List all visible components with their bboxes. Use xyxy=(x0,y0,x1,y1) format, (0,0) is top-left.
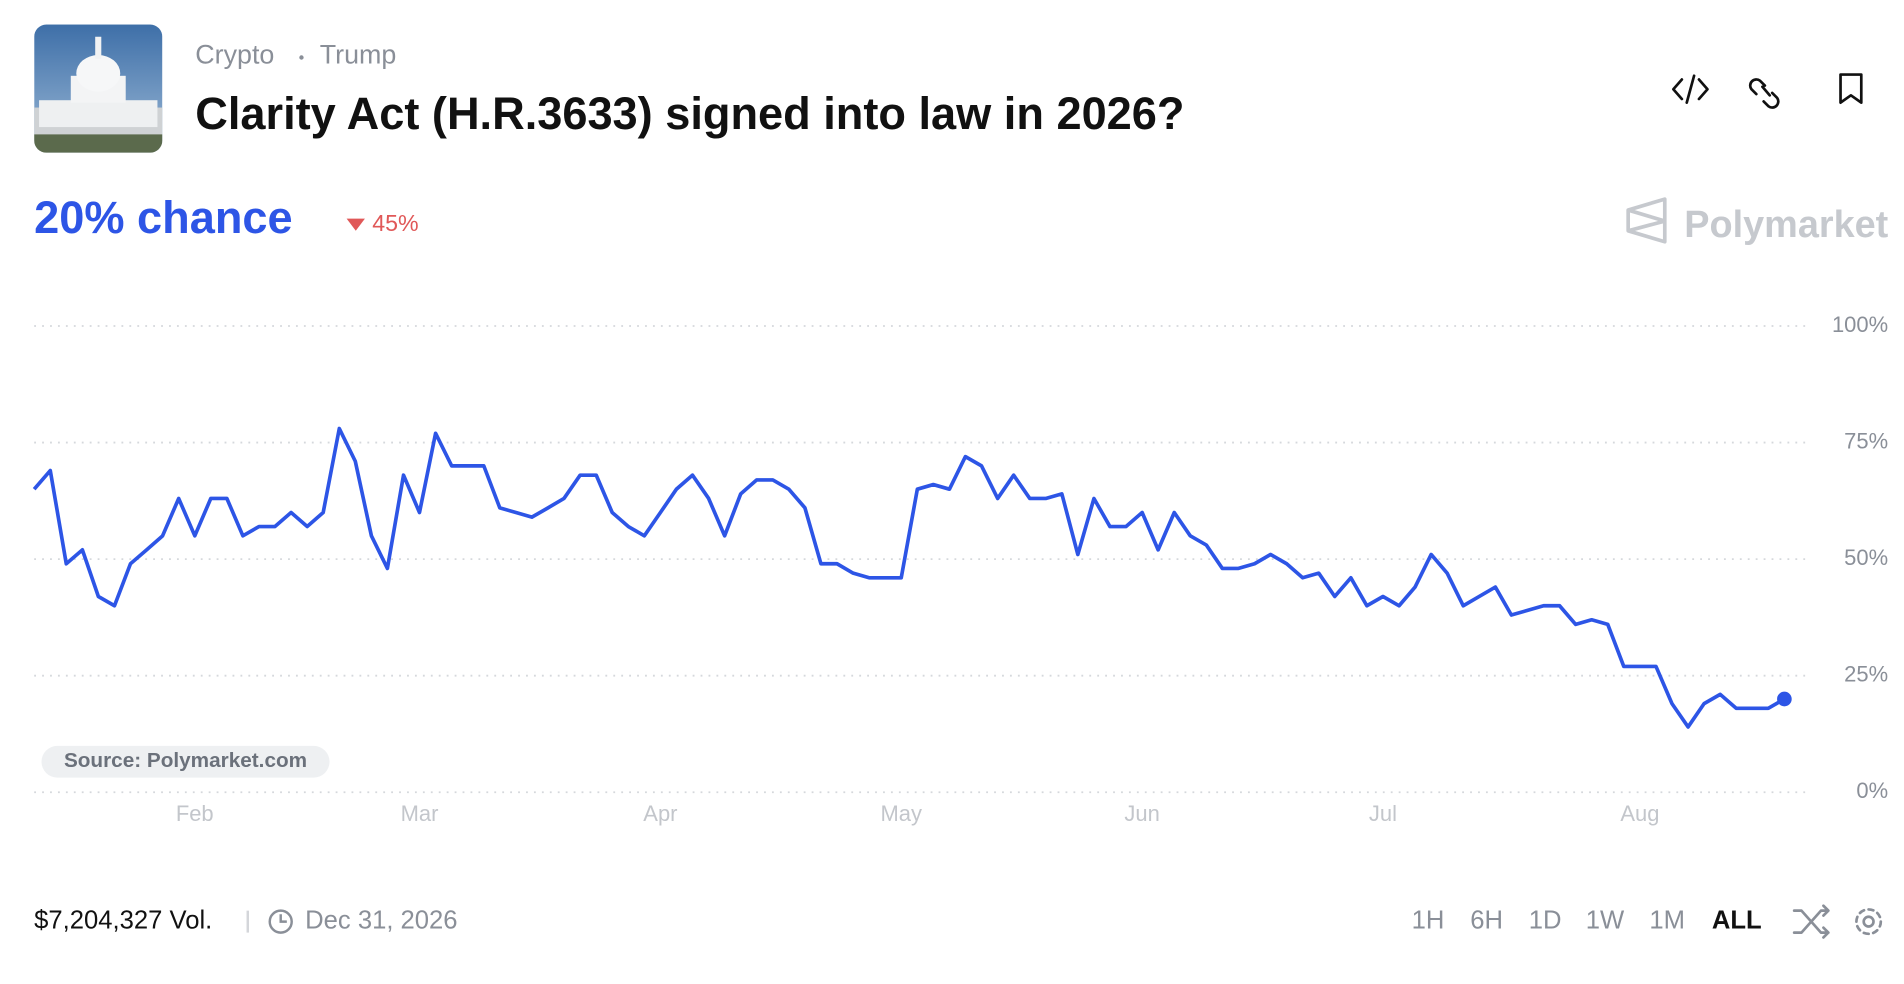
range-button[interactable]: 1W xyxy=(1586,906,1625,934)
down-arrow xyxy=(346,218,365,231)
change: 45% xyxy=(372,210,418,236)
range-buttons: 1H 6H 1D 1W 1M ALL xyxy=(1412,906,1762,934)
shuffle-icon[interactable] xyxy=(1792,904,1830,939)
x-tick-label: Aug xyxy=(1620,801,1659,826)
y-tick-label: 0% xyxy=(1856,778,1888,803)
y-tick-label: 25% xyxy=(1844,661,1888,686)
y-tick-label: 50% xyxy=(1844,545,1888,570)
y-tick-label: 75% xyxy=(1844,428,1888,453)
range-button[interactable]: ALL xyxy=(1712,906,1762,934)
range-button[interactable]: 1M xyxy=(1649,906,1685,934)
range-button[interactable]: 1D xyxy=(1529,906,1562,934)
x-tick-label: Apr xyxy=(643,801,677,826)
link-icon[interactable] xyxy=(1748,78,1780,109)
volume: $7,204,327 Vol. xyxy=(34,906,212,934)
tag[interactable]: Trump xyxy=(320,39,397,69)
embed-icon[interactable] xyxy=(1671,74,1709,104)
plot: 0% 25% 50% 75% 100% Feb Mar Apr May Jun Jul Aug xyxy=(32,312,1888,826)
bookmark-icon[interactable] xyxy=(1839,73,1863,104)
y-tick-label: 100% xyxy=(1832,312,1888,337)
x-tick-label: Feb xyxy=(176,801,214,826)
category[interactable]: Crypto xyxy=(195,39,274,69)
separator xyxy=(299,55,304,60)
end-date: Dec 31, 2026 xyxy=(305,906,457,934)
last-point xyxy=(1777,691,1792,707)
source: Source: Polymarket.com xyxy=(64,749,307,772)
x-tick-label: May xyxy=(881,801,922,826)
brand-logo xyxy=(1626,197,1667,244)
price-line xyxy=(32,426,1786,729)
market-title: Clarity Act (H.R.3633) signed into law i… xyxy=(195,88,1184,139)
thumbnail xyxy=(34,24,163,153)
x-tick-label: Jul xyxy=(1369,801,1397,826)
range-button[interactable]: 1H xyxy=(1412,906,1445,934)
x-tick-label: Jun xyxy=(1124,801,1159,826)
chance: 20% chance xyxy=(34,192,292,243)
x-tick-label: Mar xyxy=(401,801,439,826)
settings-icon[interactable] xyxy=(1855,908,1883,936)
brand: Polymarket xyxy=(1684,204,1888,246)
range-button[interactable]: 6H xyxy=(1470,906,1503,934)
clock-icon xyxy=(268,909,293,934)
source-badge xyxy=(41,745,330,778)
